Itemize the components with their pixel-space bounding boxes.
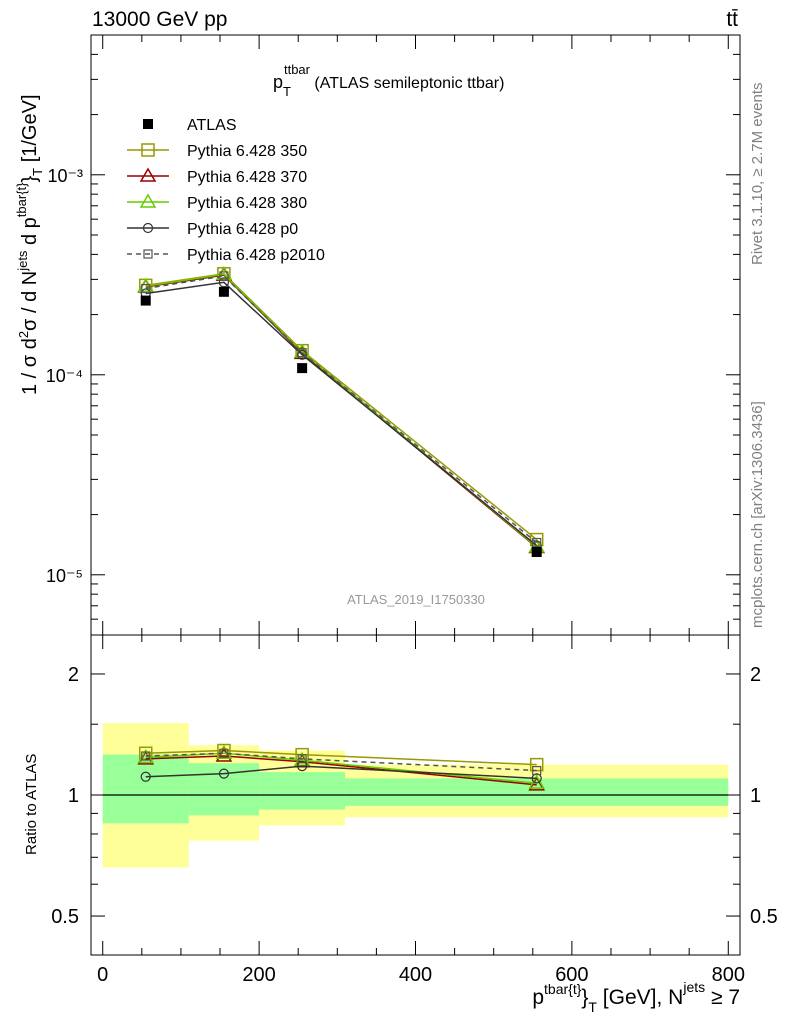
series-line-4: [145, 275, 538, 544]
ratio-ylabel: Ratio to ATLAS: [23, 754, 40, 855]
ratio-4-point-0: [141, 751, 151, 761]
header-left: 13000 GeV pp: [92, 8, 227, 31]
ratio-4-point-2: [297, 754, 307, 764]
series-line-1: [145, 274, 538, 549]
legend-marker-3: [142, 222, 154, 234]
title-sup: ttbar: [284, 62, 311, 77]
legend-label-2: Pythia 6.428 380: [187, 195, 307, 212]
main-panel: 10⁻⁵ 10⁻⁴ 10⁻³ pTttbar (ATLAS semileptonic…: [14, 34, 741, 636]
analysis-watermark: ATLAS_2019_I1750330: [347, 592, 485, 607]
source-label: mcplots.cern.ch [arXiv:1306.3436]: [749, 401, 766, 628]
series-line-2: [145, 273, 538, 548]
atlas-point-2: [297, 363, 308, 374]
series-0-point-3: [529, 532, 544, 547]
ratio-xlabel: ptbar{t}}T [GeV], Njets ≥ 7: [532, 979, 740, 1015]
legend-label-1: Pythia 6.428 370: [187, 169, 307, 186]
green-band-2: [259, 772, 346, 810]
ratio-plot-content: [102, 723, 729, 868]
main-ticks: 10⁻⁵ 10⁻⁴ 10⁻³: [46, 34, 740, 635]
series-4-point-0: [141, 283, 151, 294]
atlas-point-1: [218, 286, 229, 297]
ratio-4-point-1: [219, 748, 229, 758]
ratio-1-point-3: [528, 776, 546, 791]
ratio-ytick-label: 2: [68, 664, 79, 686]
ratio-line-4: [145, 752, 537, 772]
legend-label-0: Pythia 6.428 350: [187, 143, 307, 160]
ratio-ytick-label-right: 0.5: [750, 906, 778, 928]
title-rest: (ATLAS semileptonic ttbar): [310, 75, 504, 92]
ratio-xtick-label: 600: [555, 964, 588, 986]
main-plot-content: [137, 265, 546, 558]
main-ylabel: 1 / σ d2σ / d Njets d ptbar{t}}T [1/GeV]: [14, 94, 45, 395]
legend: ATLAS Pythia 6.428 350 Pythia 6.428 370 Pyt…: [127, 117, 325, 264]
ratio-3-point-1: [218, 768, 230, 779]
ratio-ytick-label-right: 2: [750, 664, 761, 686]
main-ytick-label: 10⁻³: [47, 166, 83, 186]
ratio-ytick-label: 1: [68, 785, 79, 807]
ratio-ticks: 0.5 0.5 1 1 2 2 0 200 400 600 800: [51, 635, 778, 986]
ratio-xtick-label: 200: [242, 964, 275, 986]
ratio-2-point-3: [528, 774, 546, 789]
ratio-ytick-label: 0.5: [51, 906, 79, 928]
ratio-0-point-3: [529, 757, 544, 772]
ratio-line-3: [145, 765, 537, 780]
header-right: tt̄: [726, 8, 738, 31]
main-ytick-label: 10⁻⁴: [46, 366, 83, 386]
legend-marker-2: [139, 193, 157, 208]
legend-marker-0: [141, 143, 155, 157]
ratio-xtick-label: 0: [97, 964, 108, 986]
ratio-line-0: [145, 749, 537, 766]
legend-marker-1: [139, 167, 157, 182]
ratio-3-point-2: [297, 760, 308, 772]
ratio-panel: 0.5 0.5 1 1 2 2 0 200 400 600 800 Ratio to ATLAS p…: [23, 634, 778, 1015]
ratio-line-1: [145, 755, 537, 786]
atlas-point-0: [140, 295, 151, 306]
main-ytick-label: 10⁻⁵: [46, 566, 83, 586]
rivet-label: Rivet 3.1.10, ≥ 2.7M events: [749, 83, 766, 266]
ratio-4-point-3: [532, 765, 542, 776]
legend-marker-4: [143, 249, 153, 259]
legend-label-4: Pythia 6.428 p2010: [187, 247, 325, 264]
legend-marker-atlas: [143, 119, 153, 129]
series-4-point-3: [532, 537, 542, 548]
series-4-point-2: [297, 348, 307, 358]
title-sub: T: [283, 84, 291, 99]
green-band-0: [102, 754, 189, 824]
plot-title: pTttbar (ATLAS semileptonic ttbar): [273, 62, 504, 99]
ratio-0-point-0: [138, 746, 153, 761]
ratio-ytick-label-right: 1: [750, 785, 761, 807]
ratio-3-point-3: [531, 773, 542, 784]
ratio-3-point-0: [140, 771, 151, 782]
atlas-point-3: [531, 547, 542, 558]
legend-label-atlas: ATLAS: [187, 117, 237, 134]
ratio-xtick-label: 400: [399, 964, 432, 986]
series-4-point-1: [219, 271, 229, 281]
ratio-xtick-label: 800: [712, 964, 745, 986]
series-line-3: [145, 281, 538, 547]
title-main: p: [273, 72, 283, 92]
legend-label-3: Pythia 6.428 p0: [187, 221, 298, 238]
